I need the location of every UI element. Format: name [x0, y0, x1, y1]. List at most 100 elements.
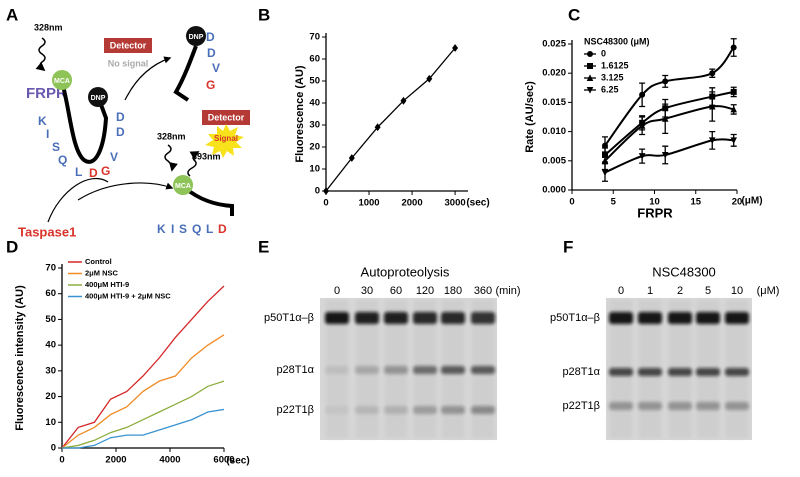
residue: D — [116, 125, 125, 139]
legend-label: 0 — [601, 48, 606, 58]
y-axis-label: Fluorescence (AU) — [294, 65, 306, 163]
residue: K — [38, 114, 47, 128]
data-point — [708, 102, 716, 110]
legend-label: 400μM HTI-9 + 2μM NSC — [85, 291, 171, 300]
dnp-dot — [186, 26, 206, 46]
legend-marker — [587, 51, 593, 57]
lane-label: 2 — [677, 285, 683, 297]
x-tick-label: 10 — [649, 197, 660, 208]
data-point — [661, 115, 669, 122]
band — [638, 312, 662, 324]
peptide — [173, 45, 198, 102]
y-tick-label: 20 — [309, 142, 320, 153]
legend-label: 6.25 — [601, 84, 619, 94]
y-tick-label: 60 — [45, 288, 56, 299]
panel-label: F — [563, 237, 573, 256]
lane-label: 5 — [705, 285, 711, 297]
data-point — [730, 88, 737, 95]
legend-marker — [586, 87, 594, 94]
residue: I — [46, 127, 49, 141]
residue: V — [212, 61, 220, 75]
arrow — [77, 182, 174, 201]
detector-label: Detector — [208, 112, 245, 122]
data-line — [604, 90, 734, 156]
data-line — [61, 334, 225, 449]
data-point — [452, 44, 459, 52]
panel-label: C — [568, 5, 580, 24]
band — [725, 368, 749, 376]
legend-label: Control — [85, 257, 112, 266]
lane-label: 360 — [474, 285, 492, 297]
panel-label: D — [6, 237, 18, 256]
excitation-label: 328nm — [157, 131, 186, 141]
y-tick-label: 0.005 — [542, 155, 566, 166]
residue: S — [52, 140, 60, 154]
y-tick-label: 10 — [309, 164, 320, 175]
y-tick-label: 0.015 — [542, 97, 566, 108]
band — [609, 312, 633, 324]
residue: D — [207, 46, 216, 60]
signal-label: Signal — [214, 134, 238, 143]
lane-label: 1 — [647, 285, 653, 297]
substrate-label: FRPR — [26, 85, 67, 102]
gel-title: Autoproteolysis — [361, 264, 450, 279]
panel-label: E — [258, 237, 269, 256]
x-unit: (sec) — [466, 198, 489, 209]
band — [725, 312, 749, 324]
band — [471, 366, 495, 374]
data-point — [709, 70, 716, 77]
y-tick-label: 30 — [309, 120, 320, 131]
mca-label: MCA — [175, 183, 191, 190]
peptide — [183, 186, 234, 216]
data-point — [730, 105, 737, 113]
band — [471, 406, 495, 414]
band — [325, 366, 349, 374]
legend-label: 2μM NSC — [85, 268, 119, 277]
peptide — [60, 81, 109, 164]
band — [638, 368, 662, 376]
mca-dot — [173, 175, 193, 195]
x-tick-label: 20 — [732, 197, 743, 208]
data-point — [601, 157, 609, 164]
legend-label: 3.125 — [601, 72, 624, 82]
band — [668, 312, 692, 324]
residue: Q — [58, 153, 67, 167]
lane-unit: (min) — [495, 285, 520, 297]
band — [355, 406, 379, 414]
band — [384, 312, 408, 324]
data-point — [426, 74, 433, 83]
lane-label: 30 — [361, 285, 373, 297]
band — [441, 312, 465, 324]
y-tick-label: 50 — [309, 76, 320, 87]
data-line — [604, 138, 734, 174]
y-tick-label: 0 — [315, 186, 320, 197]
data-point — [661, 151, 669, 159]
band — [384, 366, 408, 374]
band — [325, 406, 349, 414]
signal-burst — [205, 124, 244, 158]
x-tick-label: 0 — [569, 197, 574, 208]
band — [696, 402, 720, 410]
x-unit: (sec) — [226, 456, 249, 467]
band — [471, 312, 495, 324]
data-line — [62, 408, 225, 449]
band — [609, 368, 633, 376]
band — [725, 402, 749, 410]
band-label: p28T1α — [562, 366, 600, 378]
detector-label: Detector — [110, 40, 147, 50]
lane-label: 0 — [618, 285, 624, 297]
enzyme-label: Taspase1 — [18, 224, 76, 239]
dnp-label: DNP — [189, 34, 204, 41]
legend-title: NSC48300 (μM) — [584, 36, 650, 46]
band — [696, 368, 720, 376]
residue: D — [206, 30, 215, 44]
data-point — [662, 78, 669, 85]
y-tick-label: 0.010 — [542, 126, 566, 137]
band — [325, 312, 349, 324]
band — [609, 402, 633, 410]
legend-marker — [587, 63, 593, 69]
y-tick-label: 60 — [309, 54, 320, 65]
x-tick-label: 4000 — [159, 455, 180, 466]
dnp-dot — [88, 87, 108, 107]
